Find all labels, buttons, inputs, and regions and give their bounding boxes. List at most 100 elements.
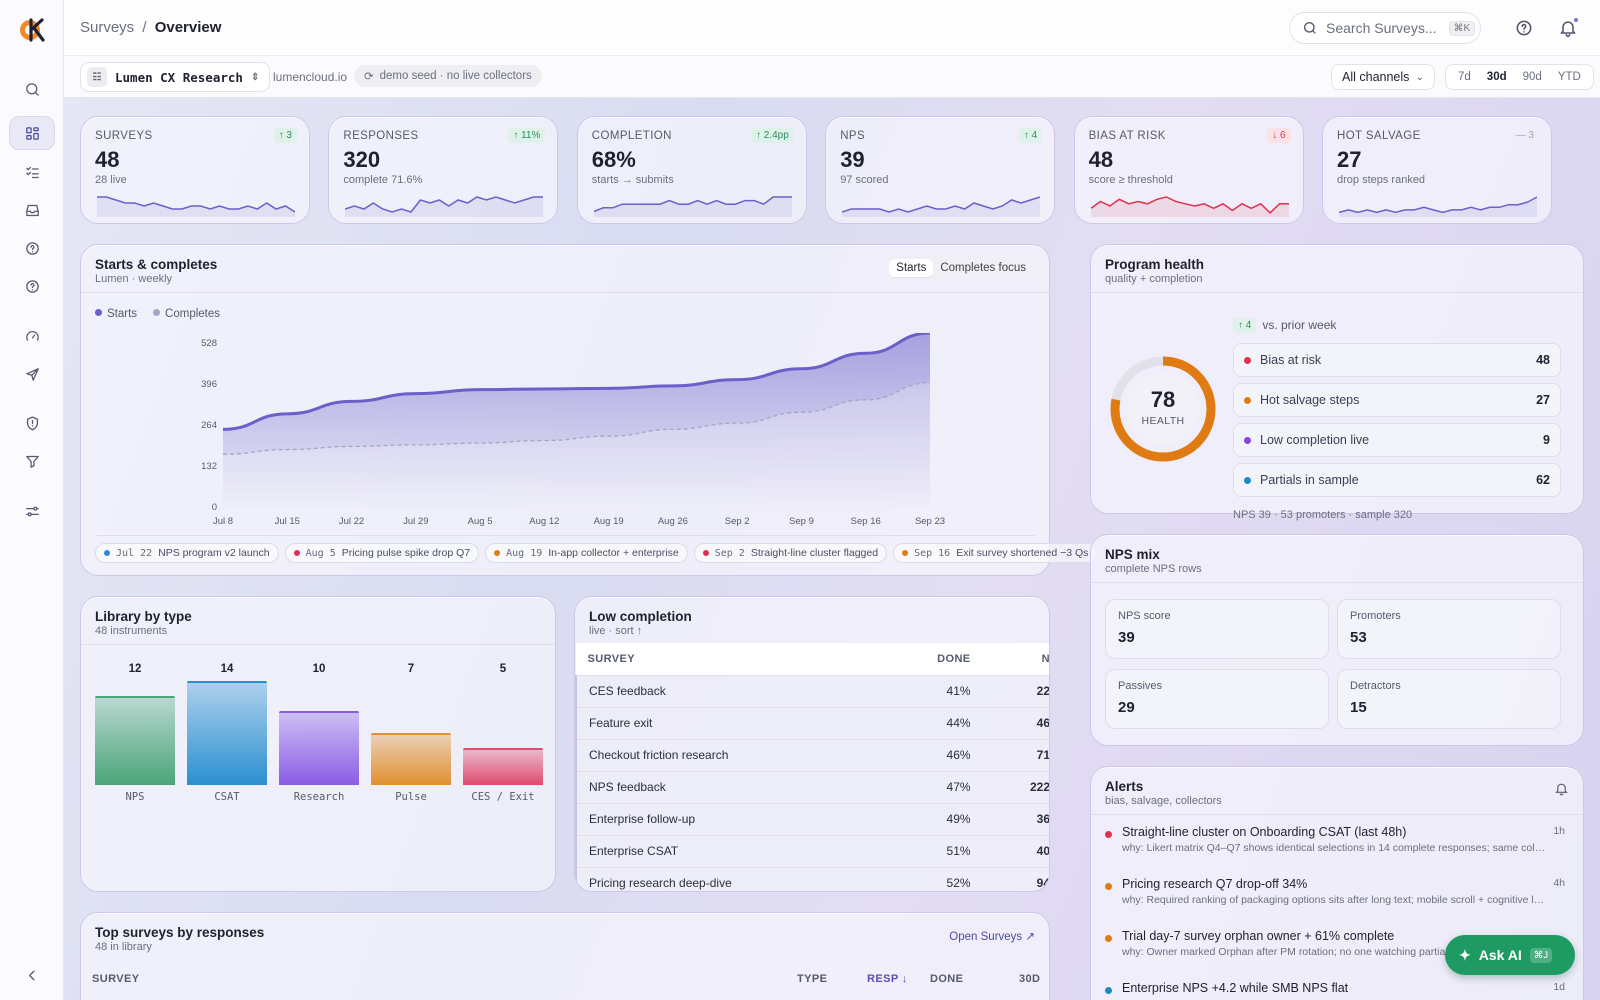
starts-completes-card: Starts & completes Lumen · weekly Starts… [80,244,1098,576]
card-title: Program health [1105,257,1205,272]
sparkline-area [345,197,544,217]
col-done[interactable]: DONE [930,973,964,985]
kpi-card[interactable]: HOT SALVAGE 27 drop steps ranked — 3 [1322,116,1552,224]
kpi-sub: complete 71.6% [343,174,423,186]
dashboard-main: SURVEYS 48 28 live ↑ 3 RESPONSES 320 complete … [64,98,1600,1000]
bell-icon[interactable] [1554,781,1569,796]
health-delta: ↑ 4 [1233,317,1257,333]
gauge-icon[interactable] [9,319,55,353]
search-placeholder: Search Surveys... [1326,20,1437,36]
library-bar[interactable] [279,710,359,785]
library-card: Library by type 48 instruments 12 NPS 14 CS… [80,596,556,892]
health-row[interactable]: Low completion live 9 [1233,423,1561,457]
alert-dot [1105,883,1112,890]
shield-icon[interactable] [9,406,55,440]
col-survey[interactable]: SURVEY [575,643,880,675]
col-n[interactable]: N [982,643,1049,675]
alert-item[interactable]: Trial day-7 survey orphan owner + 61% co… [1105,929,1555,958]
event-date: Aug 5 [305,547,336,559]
library-bar[interactable] [371,733,451,785]
kpi-card[interactable]: COMPLETION 68% starts → submits ↑ 2.4pp [576,116,807,224]
question-icon[interactable] [9,269,55,303]
kpi-card[interactable]: RESPONSES 320 complete 71.6% ↑ 11% [328,116,559,224]
kpi-card[interactable]: SURVEYS 48 28 live ↑ 3 [80,116,310,224]
top-bar: Surveys / Overview Search Surveys... ⌘K [64,0,1600,56]
event-chip[interactable]: Sep 16 Exit survey shortened −3 Qs [893,543,1098,563]
search-input[interactable]: Search Surveys... ⌘K [1289,12,1481,44]
event-chip[interactable]: Aug 19 In-app collector + enterprise [485,543,688,563]
starts-area [223,333,930,507]
range-ytd[interactable]: YTD [1557,71,1581,83]
col-type[interactable]: TYPE [797,973,828,985]
open-surveys-link[interactable]: Open Surveys ↗ [949,931,1035,943]
event-chip[interactable]: Sep 2 Straight-line cluster flagged [693,543,888,563]
health-row-value: 9 [1543,433,1550,447]
toggle-starts[interactable]: Starts [889,259,934,277]
bell-icon[interactable] [1558,16,1580,38]
event-chip[interactable]: Aug 5 Pricing pulse spike drop Q7 [284,543,480,563]
chevron-down-icon: ⌄ [1415,71,1424,83]
dashboard-icon[interactable] [9,116,55,150]
inbox-icon[interactable] [9,193,55,227]
table-row[interactable]: NPS feedback 47% 222 [575,770,1049,803]
kpi-card[interactable]: NPS 39 97 scored ↑ 4 [825,116,1056,224]
response-count: 46 [982,706,1049,739]
range-7d[interactable]: 7d [1458,71,1471,83]
alert-age: 1h [1553,825,1565,837]
col-30d[interactable]: 30D [1019,973,1041,985]
sliders-icon[interactable] [9,494,55,528]
health-row[interactable]: Hot salvage steps 27 [1233,383,1561,417]
ask-ai-button[interactable]: ✦ Ask AI ⌘J [1445,935,1575,975]
health-row[interactable]: Bias at risk 48 [1233,343,1561,377]
breadcrumb-parent[interactable]: Surveys [80,19,135,36]
chevron-updown-icon: ⇕ [250,71,260,83]
range-90d[interactable]: 90d [1522,71,1542,83]
card-subtitle: quality + completion [1105,273,1203,285]
table-row[interactable]: Enterprise follow-up 49% 36 [575,802,1049,835]
kpi-value: 39 [840,147,865,172]
col-survey[interactable]: SURVEY [92,973,140,985]
toggle-completes-focus[interactable]: Completes focus [940,262,1026,274]
library-bar[interactable] [187,681,267,785]
health-row[interactable]: Partials in sample 62 [1233,463,1561,497]
table-row[interactable]: Pricing research deep-dive 52% 94 [575,866,1049,891]
table-row[interactable]: CES feedback 41% 22 [575,674,1049,707]
col-done[interactable]: DONE [879,643,983,675]
table-row[interactable]: Checkout friction research 46% 71 [575,738,1049,771]
card-subtitle: 48 instruments [95,625,168,637]
alert-item[interactable]: Enterprise NPS +4.2 while SMB NPS flat 1d [1105,981,1565,998]
range-30d[interactable]: 30d [1486,71,1507,83]
completes-area [223,382,930,507]
library-bar[interactable] [463,747,543,785]
filter-icon[interactable] [9,444,55,478]
channel-select[interactable]: All channels ⌄ [1331,64,1435,90]
alert-item[interactable]: Straight-line cluster on Onboarding CSAT… [1105,825,1565,854]
library-bar[interactable] [95,695,175,785]
health-row-value: 48 [1536,353,1550,367]
help-icon[interactable] [1514,18,1534,38]
seed-note: demo seed · no live collectors [379,70,532,82]
event-dot [494,550,501,556]
workspace-switcher[interactable]: ☷ Lumen CX Research ⇕ [80,62,271,92]
event-chip[interactable]: Jul 22 NPS program v2 launch [95,543,279,563]
alert-age: 4h [1553,877,1565,889]
search-icon[interactable] [9,72,55,106]
table-row[interactable]: Feature exit 44% 46 [575,706,1049,739]
health-row-label: Partials in sample [1260,473,1359,487]
seed-badge: ⟳ demo seed · no live collectors [354,65,542,87]
alert-item[interactable]: Pricing research Q7 drop-off 34% why: Req… [1105,877,1565,906]
response-count: 40 [982,834,1049,867]
help-circle-icon[interactable] [9,231,55,265]
workspace-name: Lumen CX Research [115,69,243,85]
kpi-sub: 97 scored [840,174,889,186]
col-resp[interactable]: RESP ↓ [867,973,908,985]
send-icon[interactable] [9,357,55,391]
kpi-card[interactable]: BIAS AT RISK 48 score ≥ threshold ↓ 6 [1073,116,1304,224]
kpi-sparkline [345,196,544,217]
bar-value-label: 7 [407,663,415,675]
app-logo-icon[interactable] [18,16,46,44]
sparkline-line [1339,196,1537,214]
checklist-icon[interactable] [9,155,55,189]
collapse-chevron-icon[interactable] [9,958,55,992]
table-row[interactable]: Enterprise CSAT 51% 40 [575,834,1049,867]
